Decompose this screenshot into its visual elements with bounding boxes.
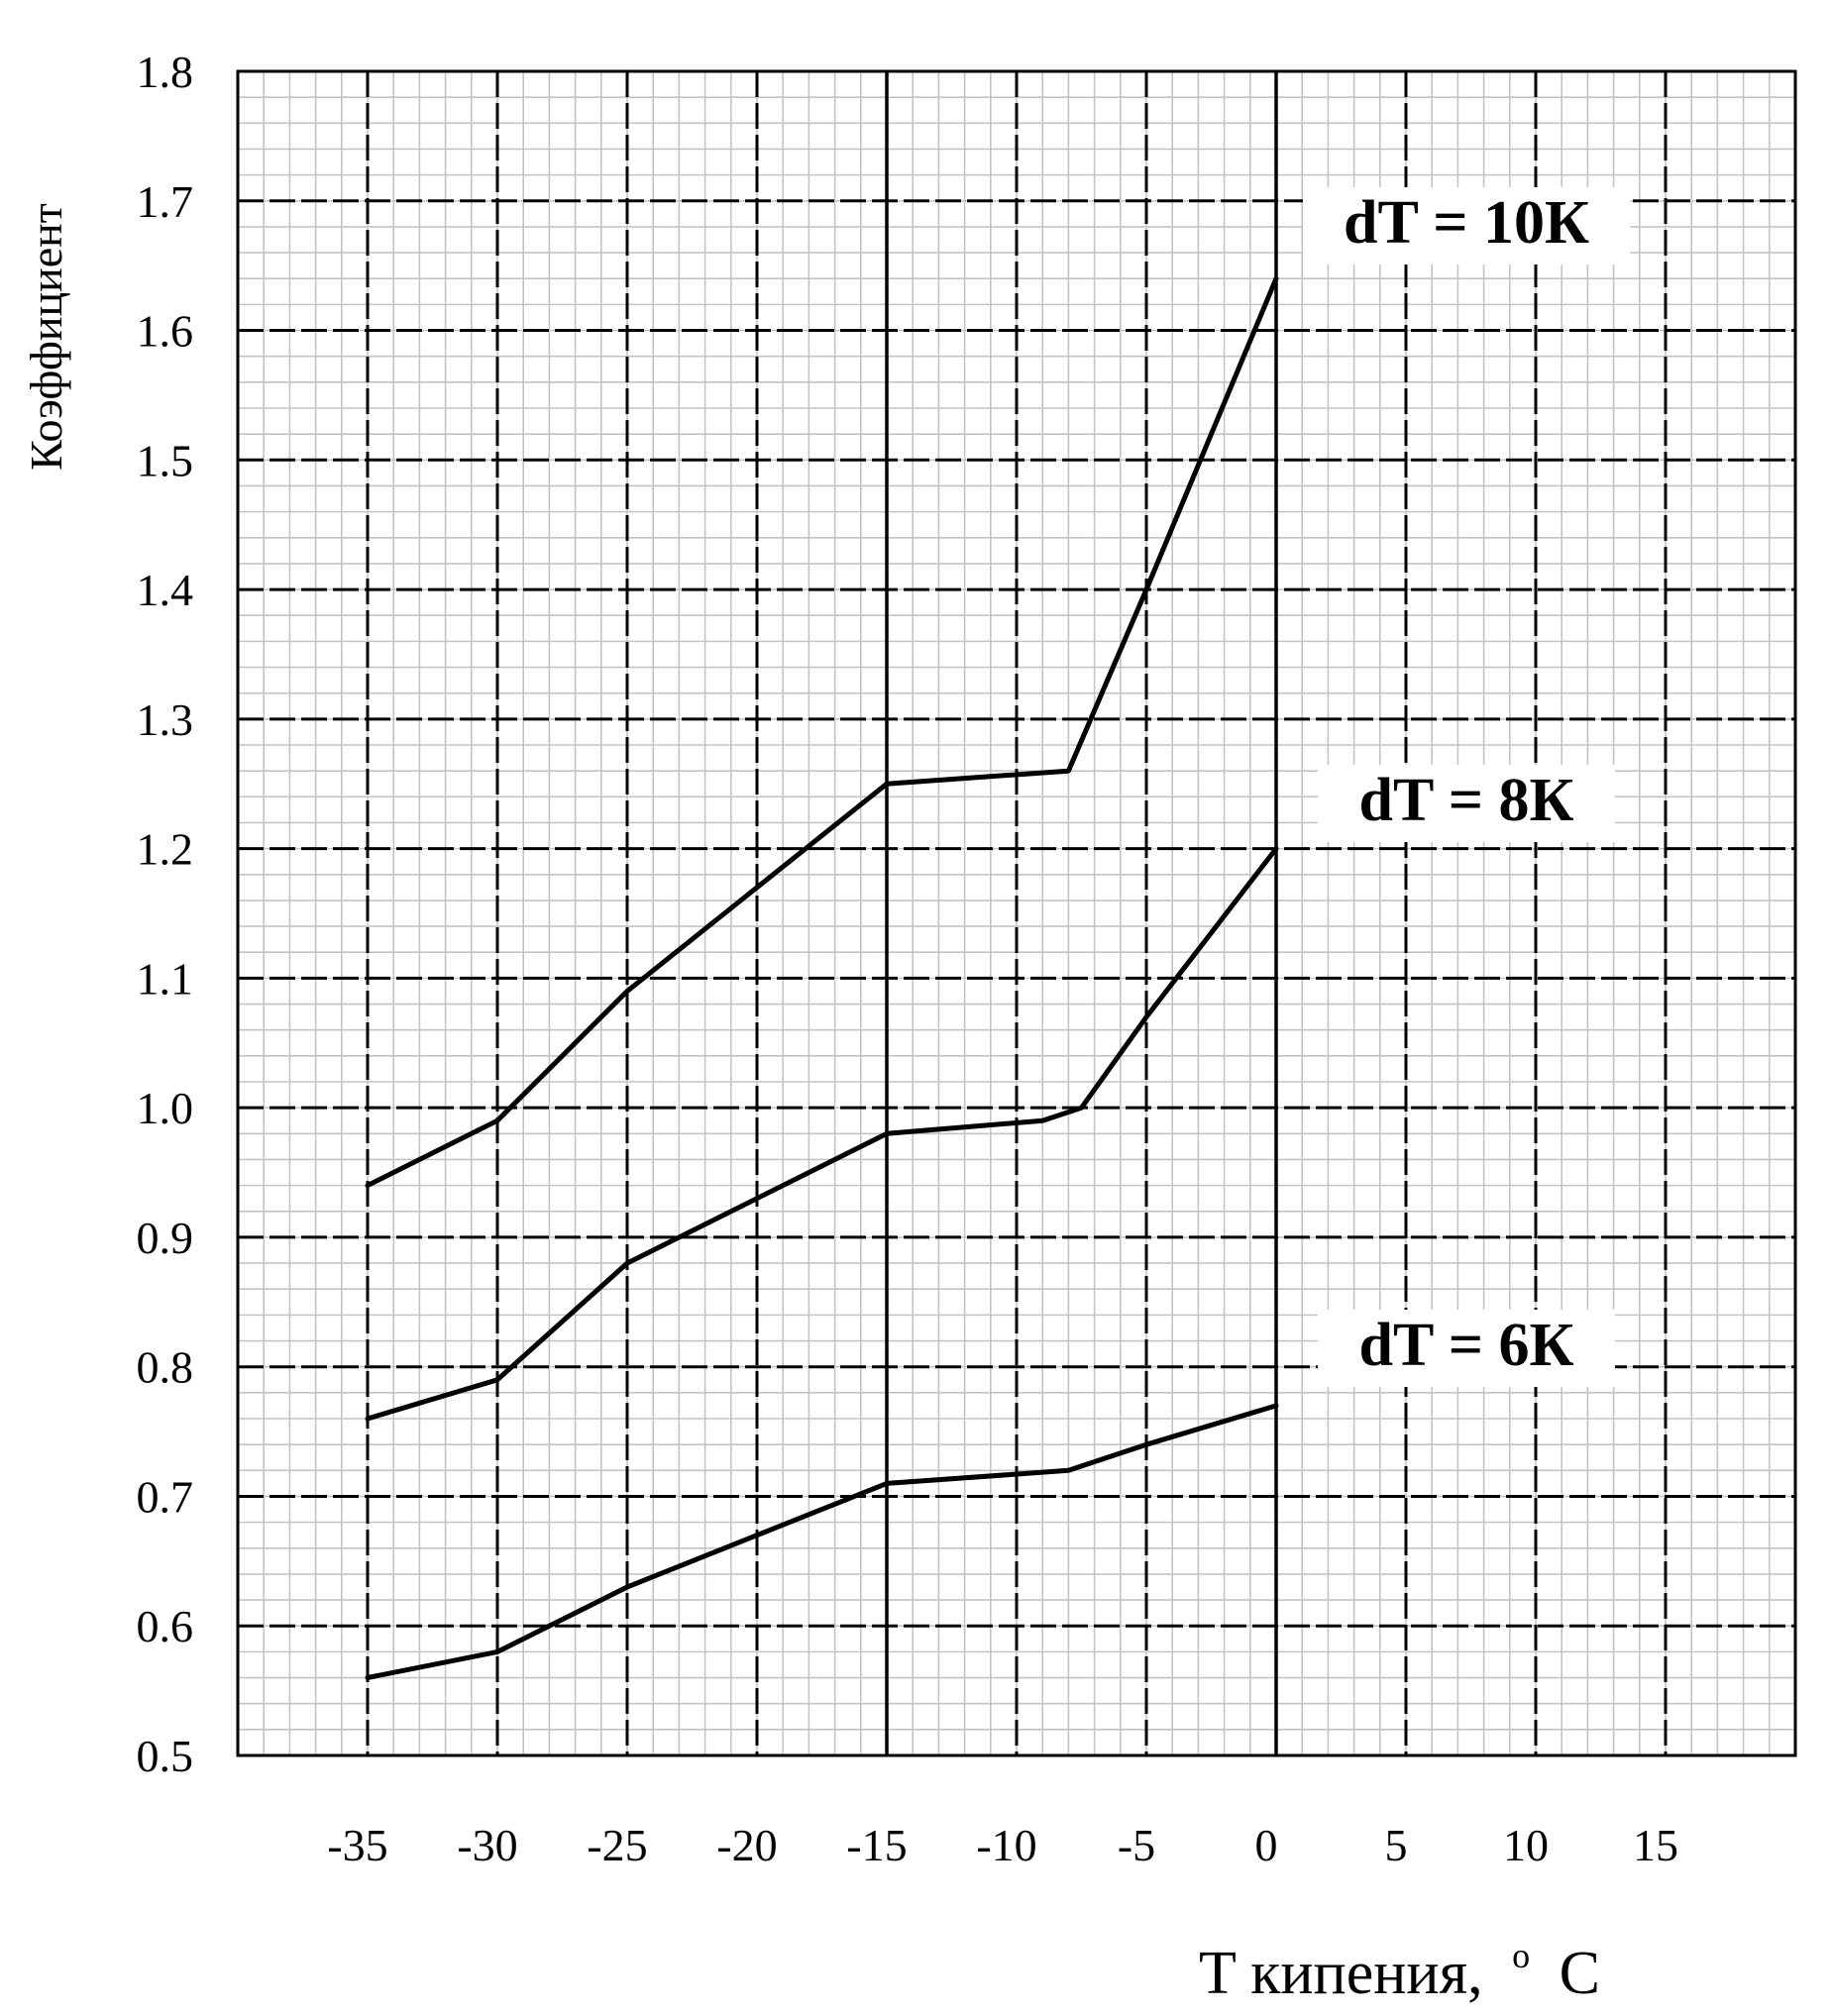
series-label-dt-8k-bg	[1318, 765, 1615, 842]
y-tick-label: 0.6	[137, 1601, 194, 1651]
y-tick-label: 0.7	[137, 1471, 194, 1522]
x-tick-label: -5	[1118, 1820, 1155, 1870]
major-grid	[236, 69, 1797, 1757]
series-line-dt-10k	[365, 275, 1279, 1189]
y-tick-label: 0.8	[137, 1342, 194, 1393]
x-tick-label: 5	[1385, 1820, 1408, 1870]
x-tick-label: 10	[1503, 1820, 1549, 1870]
x-tick-label: 0	[1255, 1820, 1278, 1870]
x-tick-label: -30	[457, 1820, 517, 1870]
x-tick-label: 15	[1633, 1820, 1678, 1870]
y-tick-label: 0.5	[137, 1731, 194, 1781]
x-tick-labels: -35 -30 -25 -20 -15 -10 -5 0 5 10 15	[327, 1820, 1678, 1870]
x-axis-label-text: T кипения,	[1199, 1940, 1483, 2007]
y-tick-label: 1.0	[137, 1083, 194, 1133]
x-axis-label-degree: o	[1512, 1936, 1530, 1975]
x-tick-label: -20	[716, 1820, 777, 1870]
x-axis-label: T кипения, o C	[1199, 1914, 1600, 2007]
y-tick-labels: 0.5 0.6 0.7 0.8 0.9 1.0 1.1 1.2 1.3 1.4 1.5 1.6 1.7 1…	[137, 47, 194, 1781]
x-tick-label: -25	[587, 1820, 647, 1870]
series-labels: dT = 10К dT = 8К dT = 6К	[1303, 187, 1630, 1387]
y-axis-label: Коэффициент	[21, 203, 71, 471]
x-tick-label: -35	[327, 1820, 387, 1870]
x-tick-label: -10	[976, 1820, 1036, 1870]
series-line-dt-6k	[365, 1403, 1279, 1680]
y-tick-label: 1.4	[137, 565, 194, 615]
y-tick-label: 1.8	[137, 47, 194, 97]
plot-frame	[236, 69, 1797, 1757]
series-label-dt-8k: dT = 8К	[1359, 767, 1574, 834]
y-tick-label: 0.9	[137, 1213, 194, 1263]
series-line-dt-8k	[365, 846, 1279, 1422]
y-tick-label: 1.2	[137, 824, 194, 875]
y-tick-label: 1.1	[137, 953, 194, 1004]
series-label-dt-10k: dT = 10К	[1344, 189, 1589, 257]
y-tick-label: 1.7	[137, 176, 194, 227]
series-label-dt-6k: dT = 6К	[1359, 1312, 1574, 1379]
series-label-dt-10k-bg	[1303, 187, 1630, 265]
y-tick-label: 1.3	[137, 694, 194, 745]
series-lines	[365, 275, 1279, 1680]
series-label-dt-6k-bg	[1318, 1310, 1615, 1387]
x-axis-label-unit: C	[1560, 1940, 1600, 2007]
y-tick-label: 1.5	[137, 435, 194, 485]
y-tick-label: 1.6	[137, 306, 194, 357]
x-tick-label: -15	[846, 1820, 907, 1870]
